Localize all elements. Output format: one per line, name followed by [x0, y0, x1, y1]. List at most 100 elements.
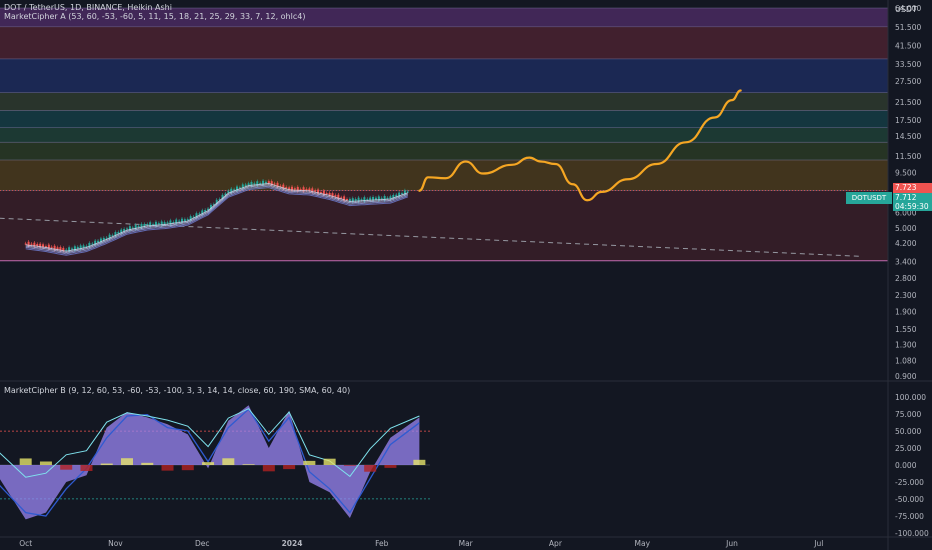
candle-body — [354, 199, 357, 201]
candle-body — [319, 192, 322, 194]
candle-body — [331, 193, 334, 197]
time-tick-label: Nov — [108, 539, 123, 548]
osc-tick-label: -25.000 — [895, 478, 924, 487]
candle-body — [395, 194, 398, 197]
price-tick-label: 11.500 — [895, 152, 921, 161]
candle-body — [24, 243, 27, 245]
candle-body — [403, 190, 406, 195]
money-flow-bar — [39, 461, 52, 465]
money-flow-bar — [222, 458, 235, 465]
candle-body — [273, 183, 276, 185]
price-zone — [0, 142, 888, 160]
candle-body — [97, 240, 100, 243]
candle-body — [140, 223, 143, 228]
candle-body — [317, 189, 320, 194]
candle-body — [406, 191, 409, 193]
time-tick-label: Mar — [459, 539, 474, 548]
candle-body — [291, 186, 293, 191]
money-flow-bar — [141, 462, 154, 465]
ma-ribbon-line — [25, 182, 408, 252]
candle-body — [79, 245, 82, 250]
osc-tick-label: 100.000 — [895, 393, 926, 402]
symbol-title[interactable]: DOT / TetherUS, 1D, BINANCE, Heikin Ashi — [4, 3, 172, 12]
price-tick-label: 2.800 — [895, 274, 917, 283]
currency-label[interactable]: USDT — [895, 5, 917, 14]
candle-body — [392, 194, 395, 199]
mfi-line — [0, 408, 420, 478]
candle-body — [160, 221, 163, 226]
candle-body — [380, 197, 383, 199]
candle-body — [50, 246, 53, 248]
price-tick-label: 41.500 — [895, 41, 921, 50]
candle-body — [244, 184, 247, 187]
money-flow-bar — [413, 459, 426, 465]
candle-body — [236, 186, 238, 191]
time-tick-label: Jun — [725, 539, 738, 548]
candle-body — [346, 199, 348, 201]
candle-body — [30, 243, 33, 245]
candle-body — [56, 247, 59, 250]
osc-tick-label: -100.000 — [895, 529, 929, 538]
candle-body — [233, 189, 236, 191]
candle-body — [372, 197, 375, 201]
candle-body — [259, 182, 262, 184]
price-tick-label: 27.500 — [895, 77, 921, 86]
price-zone — [0, 26, 888, 59]
candle-body — [270, 181, 273, 186]
price-tick-label: 17.500 — [895, 116, 921, 125]
candle-body — [123, 228, 126, 232]
candle-body — [302, 187, 305, 192]
indicator-a-label[interactable]: MarketCipher A (53, 60, -53, -60, 5, 11,… — [4, 12, 306, 21]
candle-body — [305, 188, 308, 190]
candle-body — [53, 245, 56, 250]
candle-body — [181, 218, 183, 223]
money-flow-bar — [161, 465, 174, 471]
price-tick-label: 4.200 — [895, 239, 917, 248]
candle-body — [99, 238, 102, 243]
price-tick-label: 0.900 — [895, 372, 917, 381]
candle-body — [166, 222, 169, 224]
money-flow-bar — [283, 465, 296, 470]
candle-body — [65, 249, 68, 251]
candle-body — [146, 224, 149, 226]
candle-body — [334, 195, 337, 197]
indicator-b-label[interactable]: MarketCipher B (9, 12, 60, 53, -60, -53,… — [4, 386, 351, 395]
candle-body — [183, 219, 186, 222]
projection-path — [418, 89, 742, 202]
wt1-area — [0, 405, 420, 520]
candle-body — [73, 246, 76, 251]
price-zone — [0, 110, 888, 128]
last-price-symbol: DOTUSDT — [851, 194, 887, 202]
price-zone — [0, 58, 888, 93]
money-flow-bar — [262, 465, 275, 472]
money-flow-bar — [384, 465, 397, 468]
money-flow-bar — [323, 458, 336, 465]
candle-body — [241, 184, 244, 189]
candle-body — [94, 240, 97, 245]
candle-body — [207, 208, 210, 211]
projection-line — [418, 89, 742, 202]
time-tick-label: May — [635, 539, 651, 548]
candle-body — [62, 247, 65, 251]
price-zone — [0, 159, 888, 191]
candle-body — [262, 180, 265, 185]
candle-body — [212, 204, 215, 206]
candle-body — [189, 216, 192, 221]
candle-body — [143, 224, 146, 227]
candle-body — [282, 184, 285, 189]
candle-body — [311, 188, 314, 193]
candle-body — [192, 216, 195, 218]
money-flow-bar — [80, 465, 93, 472]
candle-body — [285, 187, 288, 189]
candle-body — [386, 197, 389, 199]
candle-body — [325, 193, 328, 195]
price-line-value: 7.723 — [895, 183, 917, 192]
candle-body — [337, 194, 340, 199]
candle-body — [357, 197, 360, 202]
ma-ribbon-line — [25, 187, 408, 256]
heikin-ashi-candles — [24, 179, 409, 256]
candle-body — [264, 181, 267, 184]
candle-body — [201, 210, 204, 215]
